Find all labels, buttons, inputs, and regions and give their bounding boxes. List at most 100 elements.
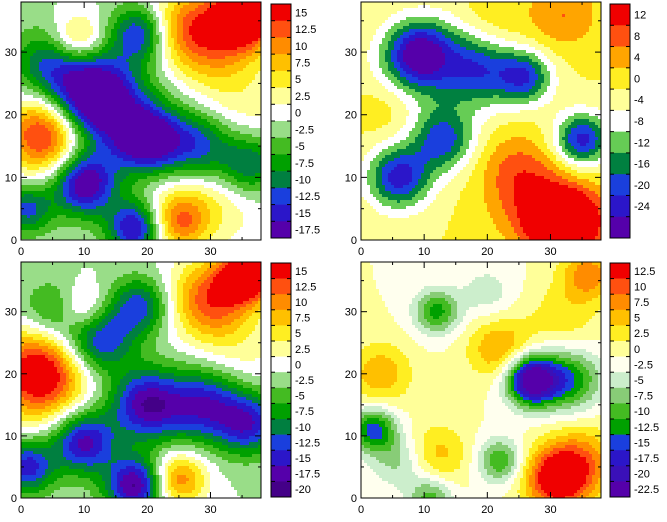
contour-cell — [210, 134, 214, 138]
contour-cell — [66, 131, 70, 135]
contour-cell — [21, 44, 25, 48]
contour-cell — [159, 38, 163, 42]
contour-cell — [237, 35, 241, 39]
contour-cell — [201, 185, 205, 189]
contour-cell — [69, 53, 73, 57]
contour-cell — [90, 185, 94, 189]
contour-cell — [54, 164, 58, 168]
contour-cell — [189, 74, 193, 78]
contour-cell — [132, 11, 136, 15]
contour-cell — [36, 155, 40, 159]
contour-cell — [165, 149, 169, 153]
contour-cell — [135, 179, 139, 183]
contour-cell — [180, 62, 184, 66]
contour-cell — [189, 170, 193, 174]
contour-cell — [246, 8, 250, 12]
contour-cell — [183, 35, 187, 39]
contour-cell — [177, 8, 181, 12]
contour-cell — [75, 62, 79, 66]
contour-cell — [96, 14, 100, 18]
contour-cell — [75, 56, 79, 60]
contour-cell — [90, 5, 94, 9]
contour-cell — [210, 41, 214, 45]
contour-cell — [183, 5, 187, 9]
contour-cell — [102, 5, 106, 9]
contour-cell — [150, 20, 154, 24]
contour-cell — [30, 167, 34, 171]
contour-cell — [192, 122, 196, 126]
contour-cell — [24, 2, 28, 6]
contour-cell — [204, 44, 208, 48]
contour-cell — [258, 122, 261, 126]
contour-cell — [225, 26, 229, 30]
contour-cell — [168, 80, 172, 84]
contour-cell — [213, 74, 217, 78]
contour-cell — [42, 119, 46, 123]
contour-cell — [36, 29, 40, 33]
contour-cell — [69, 2, 73, 6]
contour-cell — [198, 38, 202, 42]
contour-cell — [30, 95, 34, 99]
contour-cell — [102, 20, 106, 24]
contour-cell — [225, 101, 229, 105]
contour-cell — [87, 101, 91, 105]
contour-cell — [204, 116, 208, 120]
contour-cell — [54, 104, 58, 108]
contour-cell — [45, 32, 49, 36]
contour-cell — [237, 77, 241, 81]
contour-cell — [153, 77, 157, 81]
contour-cell — [189, 44, 193, 48]
contour-cell — [69, 17, 73, 21]
contour-cell — [210, 5, 214, 9]
contour-cell — [180, 59, 184, 63]
contour-cell — [111, 161, 115, 165]
contour-cell — [159, 98, 163, 102]
contour-cell — [87, 44, 91, 48]
contour-cell — [210, 110, 214, 114]
contour-cell — [252, 113, 256, 117]
contour-cell — [57, 80, 61, 84]
contour-cell — [210, 8, 214, 12]
contour-cell — [84, 122, 88, 126]
contour-cell — [57, 104, 61, 108]
contour-cell — [24, 107, 28, 111]
contour-cell — [120, 140, 124, 144]
contour-cell — [126, 152, 130, 156]
contour-cell — [39, 74, 43, 78]
contour-cell — [243, 71, 247, 75]
contour-cell — [144, 113, 148, 117]
contour-cell — [225, 68, 229, 72]
contour-cell — [207, 65, 211, 69]
contour-cell — [156, 47, 160, 51]
contour-cell — [117, 35, 121, 39]
contour-cell — [60, 158, 64, 162]
contour-cell — [111, 185, 115, 189]
contour-cell — [171, 98, 175, 102]
contour-cell — [174, 68, 178, 72]
contour-cell — [255, 149, 259, 153]
contour-cell — [174, 5, 178, 9]
contour-cell — [42, 56, 46, 60]
contour-cell — [198, 68, 202, 72]
contour-cell — [60, 14, 64, 18]
contour-cell — [21, 65, 25, 69]
contour-cell — [234, 47, 238, 51]
contour-cell — [189, 77, 193, 81]
contour-cell — [126, 17, 130, 21]
contour-cell — [198, 2, 202, 6]
contour-cell — [183, 17, 187, 21]
contour-cell — [198, 71, 202, 75]
contour-cell — [27, 68, 31, 72]
contour-cell — [153, 179, 157, 183]
contour-cell — [258, 146, 261, 150]
contour-cell — [150, 158, 154, 162]
contour-cell — [192, 14, 196, 18]
contour-cell — [45, 53, 49, 57]
contour-cell — [126, 47, 130, 51]
contour-cell — [60, 11, 64, 15]
contour-cell — [72, 119, 76, 123]
contour-cell — [237, 143, 241, 147]
contour-cell — [138, 158, 142, 162]
contour-cell — [150, 92, 154, 96]
contour-cell — [123, 122, 127, 126]
